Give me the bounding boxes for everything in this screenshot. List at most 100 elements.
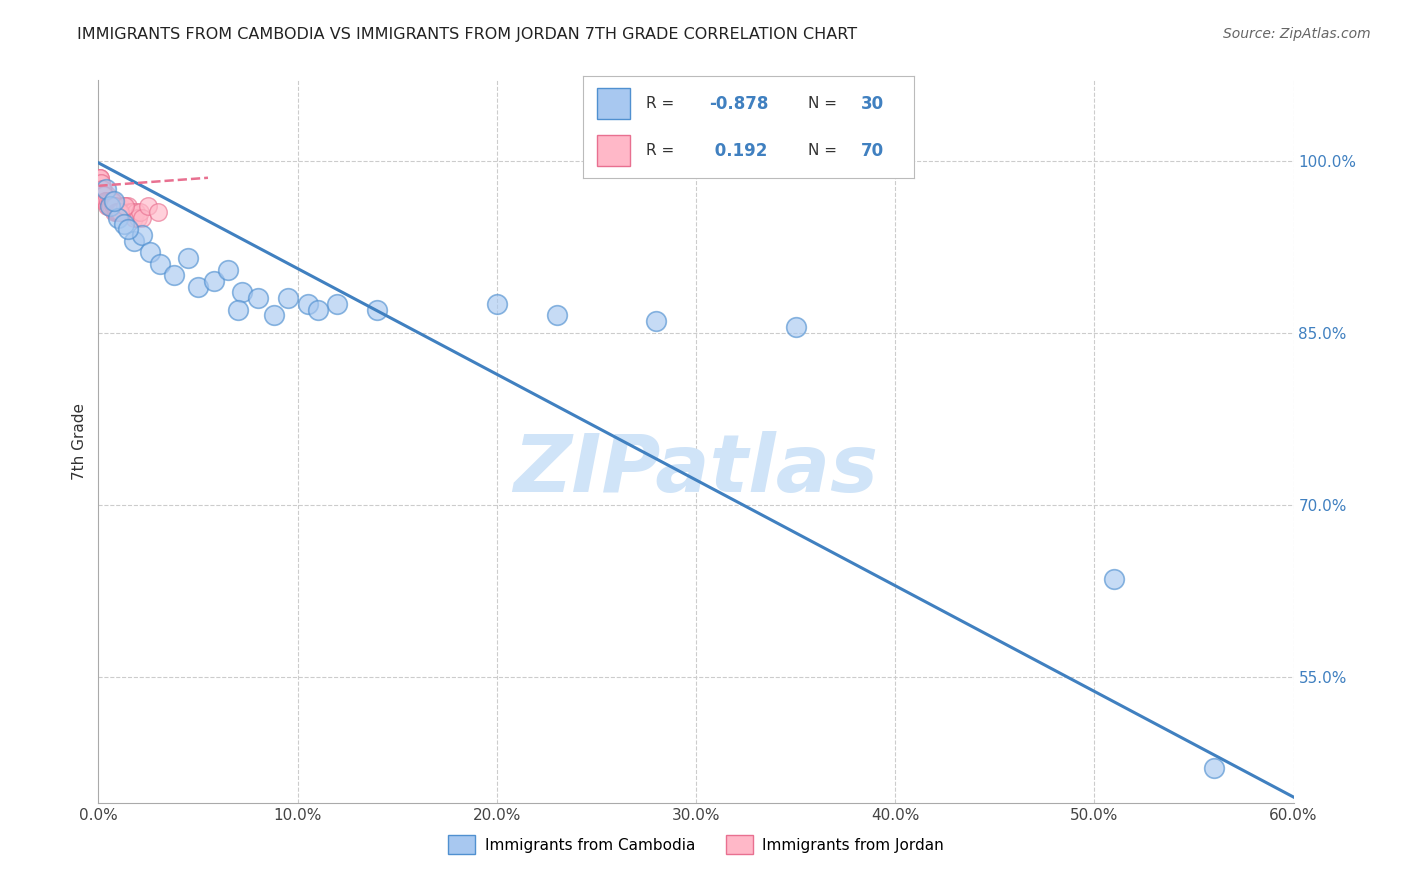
Point [97, 199, 120, 213]
Point [246, 291, 269, 305]
Point [139, 245, 162, 260]
Point [101, 199, 124, 213]
Point [98, 199, 121, 213]
Point [112, 199, 135, 213]
Point [89, 170, 111, 185]
Point [785, 319, 807, 334]
Point [93, 188, 115, 202]
Point [108, 205, 131, 219]
Point [91, 188, 114, 202]
Bar [596, 136, 630, 166]
Point [107, 199, 129, 213]
Text: -0.878: -0.878 [709, 95, 769, 112]
Point [226, 302, 249, 317]
Point [131, 228, 153, 243]
Point [98, 199, 122, 213]
Point [202, 274, 225, 288]
Point [101, 194, 124, 208]
Point [112, 217, 135, 231]
Point [124, 211, 146, 225]
Point [98, 194, 121, 208]
Point [94, 194, 117, 208]
Point [107, 211, 129, 225]
Point [91, 188, 114, 202]
Text: ZIPatlas: ZIPatlas [513, 432, 879, 509]
Point [366, 302, 388, 317]
Point [98, 199, 121, 213]
Point [104, 205, 127, 219]
Point [93, 194, 115, 208]
Y-axis label: 7th Grade: 7th Grade [72, 403, 87, 480]
Point [103, 199, 125, 213]
Point [107, 205, 129, 219]
Point [177, 251, 200, 265]
Point [100, 194, 122, 208]
Point [101, 199, 124, 213]
Point [96, 182, 118, 196]
Point [485, 297, 508, 311]
Text: N =: N = [808, 96, 837, 111]
Point [110, 199, 132, 213]
Point [90, 177, 112, 191]
Point [1104, 572, 1126, 586]
Point [105, 205, 128, 219]
Point [91, 182, 114, 196]
Point [307, 302, 329, 317]
Point [93, 188, 115, 202]
Point [90, 182, 112, 196]
Point [105, 205, 128, 219]
Point [98, 194, 121, 208]
Point [96, 199, 118, 213]
Point [90, 182, 112, 196]
Point [96, 194, 118, 208]
Point [96, 188, 118, 202]
Point [96, 194, 118, 208]
Point [94, 188, 117, 202]
Point [100, 199, 122, 213]
Point [94, 194, 117, 208]
Point [114, 199, 136, 213]
Point [103, 205, 125, 219]
Point [97, 194, 120, 208]
Point [97, 194, 120, 208]
Point [187, 279, 209, 293]
Point [148, 205, 170, 219]
Point [326, 297, 349, 311]
Point [108, 205, 131, 219]
Text: N =: N = [808, 144, 837, 158]
Point [94, 194, 117, 208]
Point [104, 199, 127, 213]
Point [297, 297, 319, 311]
Point [94, 194, 117, 208]
Point [117, 222, 139, 236]
Text: R =: R = [647, 96, 675, 111]
Point [121, 205, 143, 219]
Point [136, 199, 159, 213]
Point [89, 177, 111, 191]
Point [120, 205, 142, 219]
Point [1202, 761, 1225, 775]
Text: Source: ZipAtlas.com: Source: ZipAtlas.com [1223, 27, 1371, 41]
Bar [596, 88, 630, 119]
Text: R =: R = [647, 144, 675, 158]
Point [100, 194, 122, 208]
Point [103, 199, 125, 213]
Point [111, 205, 134, 219]
Point [105, 205, 128, 219]
Point [115, 205, 138, 219]
Point [546, 309, 568, 323]
Point [100, 199, 122, 213]
Point [108, 205, 131, 219]
Point [277, 291, 299, 305]
Point [97, 194, 120, 208]
Text: 70: 70 [860, 142, 884, 160]
Text: IMMIGRANTS FROM CAMBODIA VS IMMIGRANTS FROM JORDAN 7TH GRADE CORRELATION CHART: IMMIGRANTS FROM CAMBODIA VS IMMIGRANTS F… [77, 27, 858, 42]
Point [149, 257, 172, 271]
Point [89, 170, 111, 185]
Point [117, 199, 139, 213]
Point [104, 199, 127, 213]
Point [127, 211, 149, 225]
Point [131, 211, 153, 225]
Point [217, 262, 239, 277]
Point [90, 177, 112, 191]
